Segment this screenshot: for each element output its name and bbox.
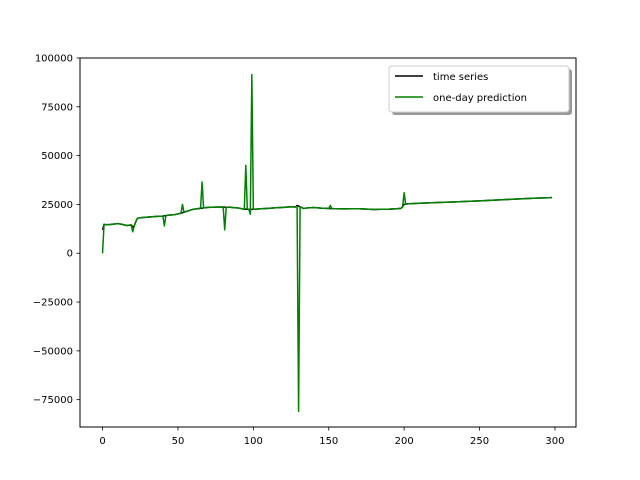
legend-box [388, 65, 570, 113]
plot-frame [79, 57, 577, 428]
y-tick-label: 75000 [41, 102, 73, 113]
y-tick-label: 100000 [35, 54, 73, 65]
series-line-one-day-prediction [101, 73, 552, 413]
y-tick-label: 25000 [41, 200, 73, 211]
y-tick-label: −75000 [33, 395, 73, 406]
x-tick-label: 100 [244, 436, 263, 447]
plot-area [80, 58, 576, 427]
y-axis: −75000 −50000 −25000 0 25000 50000 75000 100000 [33, 54, 80, 406]
x-tick-label: 250 [470, 436, 489, 447]
legend-label-one-day-prediction: one-day prediction [433, 93, 527, 104]
x-tick-label: 0 [99, 436, 105, 447]
x-tick-label: 200 [395, 436, 414, 447]
x-tick-label: 300 [545, 436, 564, 447]
legend-label-time-series: time series [433, 72, 488, 83]
x-tick-label: 50 [172, 436, 185, 447]
x-tick-label: 150 [319, 436, 338, 447]
x-axis: 0 50 100 150 200 250 300 [99, 427, 565, 447]
legend: time series one-day prediction [388, 65, 572, 115]
y-tick-label: 0 [67, 249, 73, 260]
series-layer [101, 73, 552, 413]
y-tick-label: −25000 [33, 298, 73, 309]
y-tick-label: −50000 [33, 346, 73, 357]
y-tick-label: 50000 [41, 151, 73, 162]
